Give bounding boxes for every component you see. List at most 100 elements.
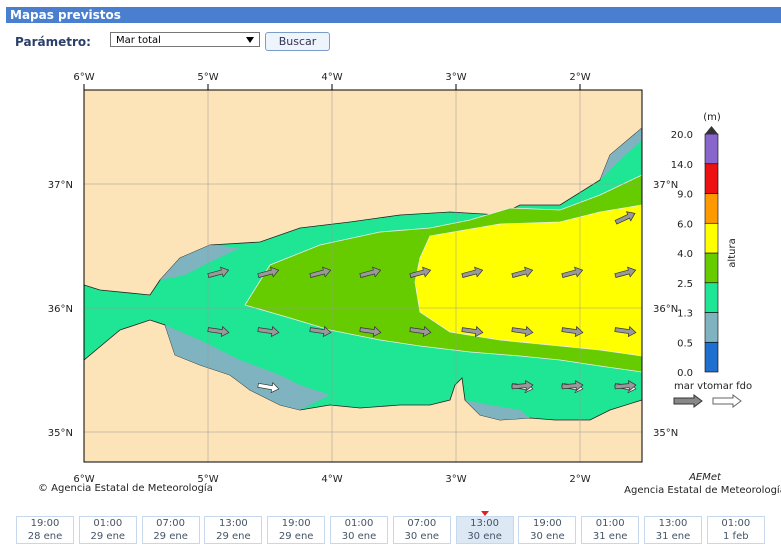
- wave-arrow: [359, 266, 382, 278]
- timeline-item[interactable]: 01:00 30 ene: [330, 516, 388, 544]
- timeline-time: 13:00: [218, 518, 248, 529]
- legend-swell: mar fdo: [713, 381, 752, 392]
- cbar-bin: [704, 252, 719, 284]
- timeline-date: 29 ene: [90, 531, 126, 542]
- param-select[interactable]: Mar total: [110, 32, 260, 47]
- wave-arrow: [614, 266, 637, 278]
- cbar-label: 6.0: [677, 219, 693, 230]
- cbar-label: 0.0: [677, 368, 693, 379]
- cbar-title: altura: [727, 238, 738, 267]
- timeline-item[interactable]: 13:00 31 ene: [644, 516, 702, 544]
- lon-label: 6°W: [73, 72, 94, 83]
- legend-arrow: [673, 394, 703, 408]
- timeline-item[interactable]: 07:00 30 ene: [392, 516, 451, 544]
- lon-label: 3°W: [445, 72, 466, 83]
- lat-label: 37°N: [653, 180, 678, 191]
- cbar-bin: [704, 312, 719, 343]
- search-button[interactable]: Buscar: [265, 32, 330, 51]
- timeline-time: 07:00: [156, 518, 185, 529]
- lon-label: 2°W: [569, 72, 590, 83]
- lon-label: 5°W: [197, 72, 218, 83]
- wave-arrow: [207, 266, 230, 278]
- timeline-date: 31 ene: [655, 531, 691, 542]
- param-label: Parámetro:: [15, 35, 91, 49]
- wave-arrow: [257, 266, 280, 278]
- wave-arrow: [511, 266, 534, 278]
- wave-arrow: [614, 325, 637, 338]
- cbar-label: 4.0: [677, 249, 693, 260]
- wave-arrow: [511, 380, 534, 392]
- wave-arrow: [257, 325, 280, 338]
- wave-arrow: [561, 380, 584, 392]
- wave-arrow: [207, 325, 230, 338]
- timeline-date: 29 ene: [153, 531, 188, 542]
- wave-arrow: [359, 325, 382, 338]
- timeline-time: 13:00: [470, 518, 499, 529]
- legend-arrow: [712, 394, 742, 408]
- timeline-date: 28 ene: [27, 531, 63, 542]
- low-sea: [160, 245, 240, 280]
- cbar-cap: [705, 126, 718, 134]
- lat-label: 35°N: [653, 428, 678, 439]
- lat-label: 36°N: [653, 304, 678, 315]
- wave-arrow: [614, 211, 636, 225]
- timeline-item[interactable]: 01:00 1 feb: [706, 516, 765, 544]
- timeline-time: 19:00: [281, 518, 311, 529]
- timeline-date: 30 ene: [467, 531, 502, 542]
- cbar-unit: (m): [703, 112, 721, 123]
- timeline-item[interactable]: 07:00 29 ene: [141, 516, 200, 544]
- cbar-label: 20.0: [671, 130, 693, 141]
- cbar-label: 1.3: [677, 309, 693, 320]
- cbar-label: 9.0: [677, 190, 693, 201]
- credit: © Agencia Estatal de Meteorología: [38, 482, 213, 494]
- header-title: Mapas previstos: [6, 7, 781, 23]
- lat-label: 35°N: [48, 428, 73, 439]
- lat-label: 36°N: [48, 304, 73, 315]
- cbar-label: 0.5: [677, 338, 693, 349]
- arrows: [207, 211, 637, 394]
- lon-label: 5°W: [197, 474, 218, 485]
- wave-arrow: [561, 325, 584, 338]
- timeline-time: 01:00: [344, 518, 374, 529]
- timeline-item[interactable]: 19:00 29 ene: [267, 516, 326, 544]
- lon-label: 4°W: [321, 72, 342, 83]
- lon-label: 4°W: [321, 474, 342, 485]
- timeline-date: 30 ene: [341, 531, 377, 542]
- graticule: 6°W 6°W 5°W 5°W 4°W 4°W 3°W 3°W 2°W 2°W 37°N 37°N 36…: [48, 72, 678, 485]
- lat-label: 37°N: [48, 180, 73, 191]
- timeline-item[interactable]: 01:00 29 ene: [78, 516, 137, 544]
- cbar-bin: [704, 193, 719, 224]
- wave-arrow: [257, 382, 280, 394]
- current-marker: [481, 511, 489, 516]
- timeline-time: 01:00: [721, 518, 751, 529]
- colorbar: 0.0 0.5 1.3 2.5 4.0 6.0 9.0 14.0 20.0: [671, 126, 719, 379]
- wave-arrow: [561, 266, 584, 278]
- lon-label: 6°W: [73, 474, 94, 485]
- low-sea: [165, 325, 330, 410]
- logo: AEMet: [688, 472, 722, 483]
- low-sea: [465, 400, 530, 420]
- logo-subtitle: Agencia Estatal de Meteorología: [624, 484, 781, 496]
- cbar-bin: [704, 222, 719, 254]
- timeline-item[interactable]: 19:00 28 ene: [16, 516, 74, 544]
- timeline-item[interactable]: 19:00 30 ene: [518, 516, 577, 544]
- timeline-time: 13:00: [658, 518, 688, 529]
- timeline-time: 19:00: [30, 518, 60, 529]
- cbar-bin: [704, 282, 719, 313]
- lon-label: 3°W: [445, 474, 466, 485]
- timeline-date: 29 ene: [216, 531, 251, 542]
- timeline-item[interactable]: 13:00 30 ene: [455, 516, 514, 544]
- cbar-bin: [704, 163, 719, 194]
- timeline-item[interactable]: 13:00 29 ene: [204, 516, 263, 544]
- timeline-time: 07:00: [407, 518, 437, 529]
- timeline-time: 19:00: [532, 518, 562, 529]
- map-frame: [83, 89, 643, 463]
- wave-arrow: [309, 325, 332, 338]
- wave-arrow: [511, 325, 534, 338]
- wave-arrow: [309, 266, 332, 278]
- timeline-item[interactable]: 01:00 31 ene: [581, 516, 640, 544]
- low-sea: [600, 128, 642, 180]
- cbar-bin: [704, 133, 719, 165]
